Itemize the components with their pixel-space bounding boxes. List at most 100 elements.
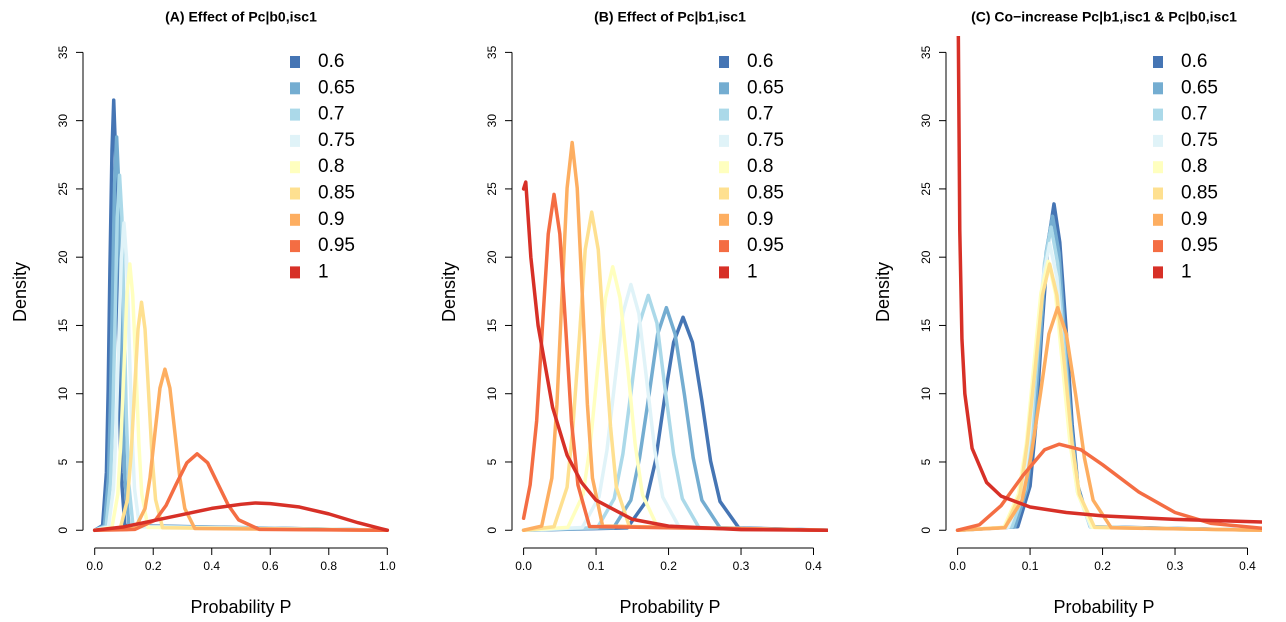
x-tick-label: 0.0 [86, 559, 103, 573]
legend-label: 0.85 [318, 183, 355, 204]
y-tick-label: 10 [485, 387, 499, 401]
y-tick-label: 25 [56, 182, 70, 196]
density-curve [92, 300, 390, 532]
legend-swatch [290, 82, 300, 95]
legend-swatch [290, 108, 300, 121]
y-tick-label: 30 [56, 114, 70, 128]
curves [521, 140, 828, 532]
x-tick-label: 0.0 [949, 559, 966, 573]
legend-label: 0.6 [1181, 51, 1207, 72]
density-curve [92, 501, 390, 532]
legend-swatch [719, 108, 729, 121]
density-curve [521, 293, 828, 532]
panel-title: (C) Co−increase Pc|b1,isc1 & Pc|b0,isc1 [971, 9, 1237, 25]
legend-label: 0.9 [1181, 209, 1207, 230]
x-tick-label: 0.4 [203, 559, 220, 573]
y-tick-label: 20 [56, 250, 70, 264]
x-tick-label: 0.1 [1022, 559, 1039, 573]
x-tick-label: 0.4 [805, 559, 822, 573]
x-tick-label: 0.3 [1167, 559, 1184, 573]
density-curve [92, 262, 390, 532]
density-curve [92, 367, 390, 532]
legend-swatch [719, 213, 729, 226]
legend-label: 0.6 [318, 51, 344, 72]
y-tick-label: 15 [919, 318, 933, 332]
legend-swatch [290, 134, 300, 147]
legend-label: 0.7 [1181, 104, 1207, 125]
legend-swatch [290, 213, 300, 226]
y-tick-label: 5 [919, 458, 933, 465]
legend-label: 0.6 [747, 51, 773, 72]
density-curve [955, 259, 1262, 532]
x-axis-label: Probability P [619, 597, 720, 617]
density-curve [521, 282, 828, 532]
density-curve [955, 262, 1262, 532]
legend-label: 0.65 [318, 77, 355, 98]
x-tick-label: 0.6 [262, 559, 279, 573]
legend-swatch [1153, 266, 1163, 279]
x-tick-label: 0.3 [733, 559, 750, 573]
legend-label: 0.85 [747, 183, 784, 204]
legend-label: 0.95 [318, 235, 355, 256]
panel-title: (B) Effect of Pc|b1,isc1 [594, 9, 746, 25]
y-tick-label: 10 [919, 387, 933, 401]
y-tick-label: 10 [56, 387, 70, 401]
density-curve [521, 305, 828, 532]
legend-swatch [1153, 108, 1163, 121]
y-tick-label: 20 [919, 250, 933, 264]
density-curve [92, 135, 390, 532]
legend-label: 0.75 [747, 130, 784, 151]
legend-swatch [719, 134, 729, 147]
legend-swatch [1153, 82, 1163, 95]
legend-label: 0.75 [318, 130, 355, 151]
y-tick-label: 35 [919, 45, 933, 59]
y-tick-label: 15 [485, 318, 499, 332]
y-tick-label: 35 [485, 45, 499, 59]
y-tick-label: 0 [919, 527, 933, 534]
density-curve [521, 180, 828, 532]
legend-swatch [719, 161, 729, 174]
legend-swatch [1153, 56, 1163, 68]
curves [955, 36, 1262, 532]
legend-label: 0.7 [318, 104, 344, 125]
y-axis-label: Density [10, 262, 30, 322]
y-tick-label: 5 [485, 458, 499, 465]
legend-swatch [719, 187, 729, 200]
x-tick-label: 0.8 [320, 559, 337, 573]
y-tick-label: 30 [485, 114, 499, 128]
legend-label: 1 [318, 261, 329, 282]
y-axis-label: Density [873, 262, 893, 322]
legend-label: 1 [1181, 261, 1192, 282]
y-tick-label: 0 [485, 527, 499, 534]
y-tick-label: 5 [56, 458, 70, 465]
legend-label: 0.9 [747, 209, 773, 230]
legend-label: 0.95 [1181, 235, 1218, 256]
legend-swatch [290, 240, 300, 253]
density-curve [92, 221, 390, 532]
density-curve [521, 192, 828, 532]
legend-swatch [1153, 161, 1163, 174]
y-tick-label: 0 [56, 527, 70, 534]
x-tick-label: 0.4 [1239, 559, 1256, 573]
density-curve [955, 305, 1262, 532]
density-curve [955, 442, 1262, 532]
curves [92, 98, 390, 532]
legend-label: 0.8 [318, 156, 344, 177]
y-tick-label: 35 [56, 45, 70, 59]
legend-label: 0.95 [747, 235, 784, 256]
x-axis-label: Probability P [1053, 597, 1154, 617]
legend-swatch [290, 56, 300, 68]
x-tick-label: 0.1 [588, 559, 605, 573]
legend-swatch [290, 187, 300, 200]
legend-label: 0.9 [318, 209, 344, 230]
legend-label: 0.75 [1181, 130, 1218, 151]
legend-label: 0.65 [1181, 77, 1218, 98]
density-curve [521, 140, 828, 532]
legend-label: 0.65 [747, 77, 784, 98]
legend-swatch [1153, 213, 1163, 226]
y-axis-label: Density [439, 262, 459, 322]
panel-title: (A) Effect of Pc|b0,isc1 [165, 9, 317, 25]
x-tick-label: 0.2 [145, 559, 162, 573]
density-curve [521, 264, 828, 532]
legend-label: 0.7 [747, 104, 773, 125]
